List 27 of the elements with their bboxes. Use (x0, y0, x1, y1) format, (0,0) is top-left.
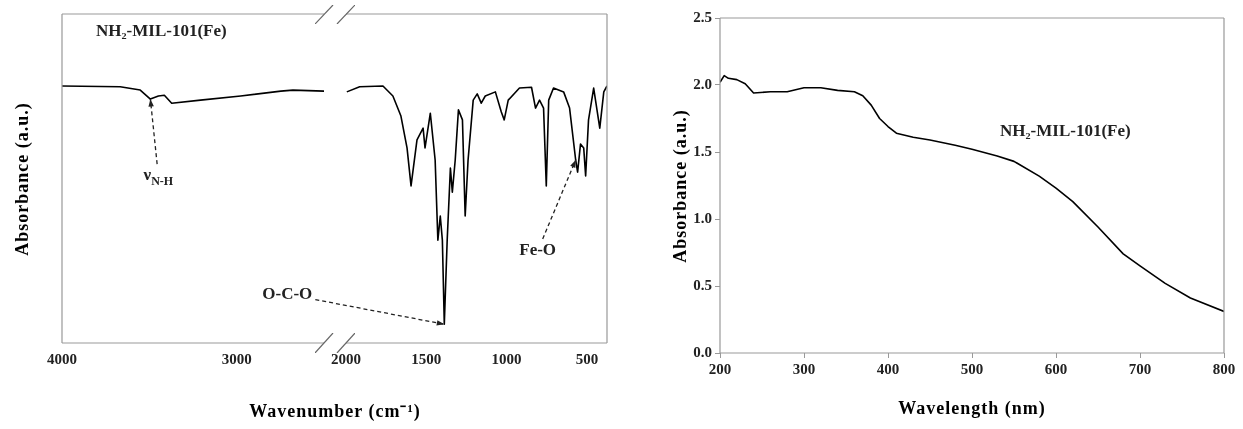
y-tick-label: 0.5 (693, 276, 712, 293)
x-tick-label: 500 (575, 350, 599, 367)
x-tick-label: 1500 (411, 350, 442, 367)
x-tick-label: 4000 (47, 350, 77, 367)
x-tick-label: 600 (1044, 360, 1068, 377)
series-label: NH₂-MIL-101(Fe) (1000, 121, 1131, 141)
x-axis-title: Wavenumber (cm⁻¹) (249, 400, 421, 422)
x-tick-label: 400 (876, 360, 900, 377)
annotation: Fe-O (519, 240, 557, 260)
x-tick-label: 700 (1128, 360, 1152, 377)
y-tick-label: 2.5 (693, 8, 712, 25)
x-tick-label: 800 (1212, 360, 1236, 377)
x-axis-title: Wavelength (nm) (898, 398, 1046, 419)
x-tick-label: 3000 (221, 350, 252, 367)
y-tick-label: 0.0 (693, 343, 712, 360)
y-axis-title: Absorbance (a.u.) (669, 108, 691, 263)
x-tick-label: 1000 (491, 350, 522, 367)
x-tick-label: 200 (708, 360, 732, 377)
x-tick-label: 300 (792, 360, 816, 377)
text: NH₂-MIL-101(Fe) (96, 21, 227, 41)
x-tick-label: 2000 (331, 350, 361, 367)
y-tick-label: 2.0 (693, 75, 712, 92)
y-tick-label: 1.5 (693, 142, 712, 159)
x-tick-label: 500 (960, 360, 984, 377)
y-axis-title: Absorbance (a.u.) (11, 101, 33, 256)
annotation: O-C-O (262, 283, 313, 303)
y-tick-label: 1.0 (693, 209, 712, 226)
